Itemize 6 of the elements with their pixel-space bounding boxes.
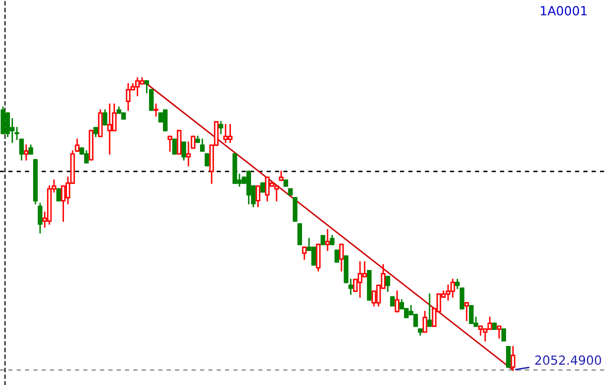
text: 1A0001 [540,6,587,16]
candlestick [450,278,456,298]
annotation: 2052.4900 [535,355,602,365]
candlestick [38,202,42,234]
candlestick [218,121,224,134]
candlestick [24,144,28,160]
